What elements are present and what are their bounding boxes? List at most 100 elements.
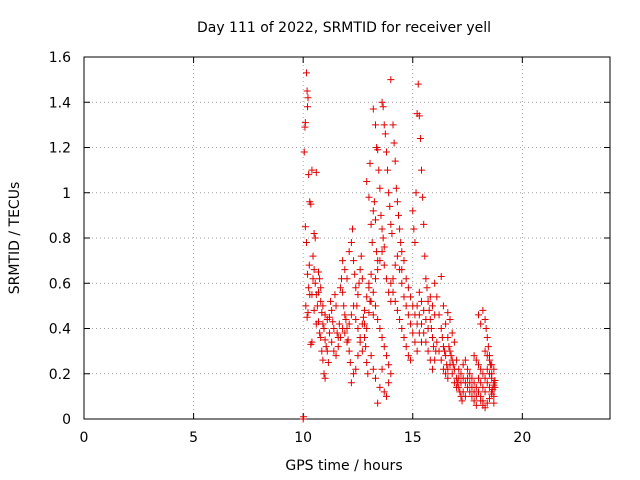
y-tick-label: 1.2 [49,141,71,157]
data-point [305,284,313,292]
data-point [321,311,329,319]
data-point [426,293,434,301]
data-point [328,338,336,346]
data-point [350,370,358,378]
data-point [321,336,329,344]
data-point [479,383,487,391]
data-point [455,374,463,382]
data-point [464,374,472,382]
data-point [336,334,344,342]
data-point [308,291,316,299]
data-point [404,352,412,360]
y-tick-label: 0.6 [49,276,71,292]
data-point [400,293,408,301]
data-point [457,379,465,387]
data-point [304,270,312,278]
data-point [315,268,323,276]
data-point [404,311,412,319]
data-point [319,302,327,310]
data-point [483,379,491,387]
axis-ticks [83,56,610,420]
data-point [363,358,371,366]
plot-frame [83,56,611,420]
data-point [483,352,491,360]
data-point [384,166,392,174]
data-point [312,168,320,176]
data-point [377,211,385,219]
x-tick-label: 20 [513,430,531,446]
data-point [439,302,447,310]
data-point [485,356,493,364]
data-point [358,347,366,355]
data-point [301,119,309,127]
data-point [485,370,493,378]
data-point [431,356,439,364]
data-point [392,184,400,192]
data-point [317,334,325,342]
data-point [411,338,419,346]
data-point [380,261,388,269]
data-point [387,370,395,378]
data-point [378,334,386,342]
data-point [447,352,455,360]
data-point [362,343,370,351]
data-point [415,288,423,296]
data-point [485,395,493,403]
data-point [305,261,313,269]
data-point [400,334,408,342]
data-point [402,343,410,351]
data-point [312,320,320,328]
data-point [389,121,397,129]
x-tick-label: 15 [404,430,422,446]
data-point [396,266,404,274]
data-point [387,279,395,287]
data-point [418,166,426,174]
data-point [365,284,373,292]
data-point [347,239,355,247]
data-point [418,297,426,305]
data-point [481,374,489,382]
data-point [415,112,423,120]
y-tick-label: 0.8 [49,231,71,247]
data-point [433,338,441,346]
y-tick-label: 1.4 [49,95,71,111]
data-point [382,148,390,156]
data-point [358,275,366,283]
data-point [396,315,404,323]
data-point [351,270,359,278]
data-point [393,252,401,260]
data-point [422,275,430,283]
data-point [477,397,485,405]
data-point [302,69,310,77]
data-point [311,234,319,242]
data-point [363,293,371,301]
data-point [477,379,485,387]
tick-labels: 0 5 10 15 20 0 0.2 0.4 0.6 0.8 1 1.2 1.4 1.6 [49,50,532,446]
data-point [423,284,431,292]
y-tick-label: 1 [62,186,71,202]
data-point [300,148,308,156]
data-point [376,257,384,265]
data-point [369,311,377,319]
data-point [345,248,353,256]
data-point [470,388,478,396]
data-point [300,413,308,421]
data-point [393,306,401,314]
data-point [431,279,439,287]
data-point [340,302,348,310]
data-point [358,320,366,328]
data-point [416,134,424,142]
data-point [354,325,362,332]
data-point [310,266,318,274]
data-point [343,275,351,283]
data-point [308,166,316,174]
data-point [424,297,432,305]
data-point [428,334,436,342]
data-point [322,343,330,351]
data-point [422,338,430,346]
data-point [421,252,429,260]
data-point [400,257,408,265]
data-point [363,177,371,185]
